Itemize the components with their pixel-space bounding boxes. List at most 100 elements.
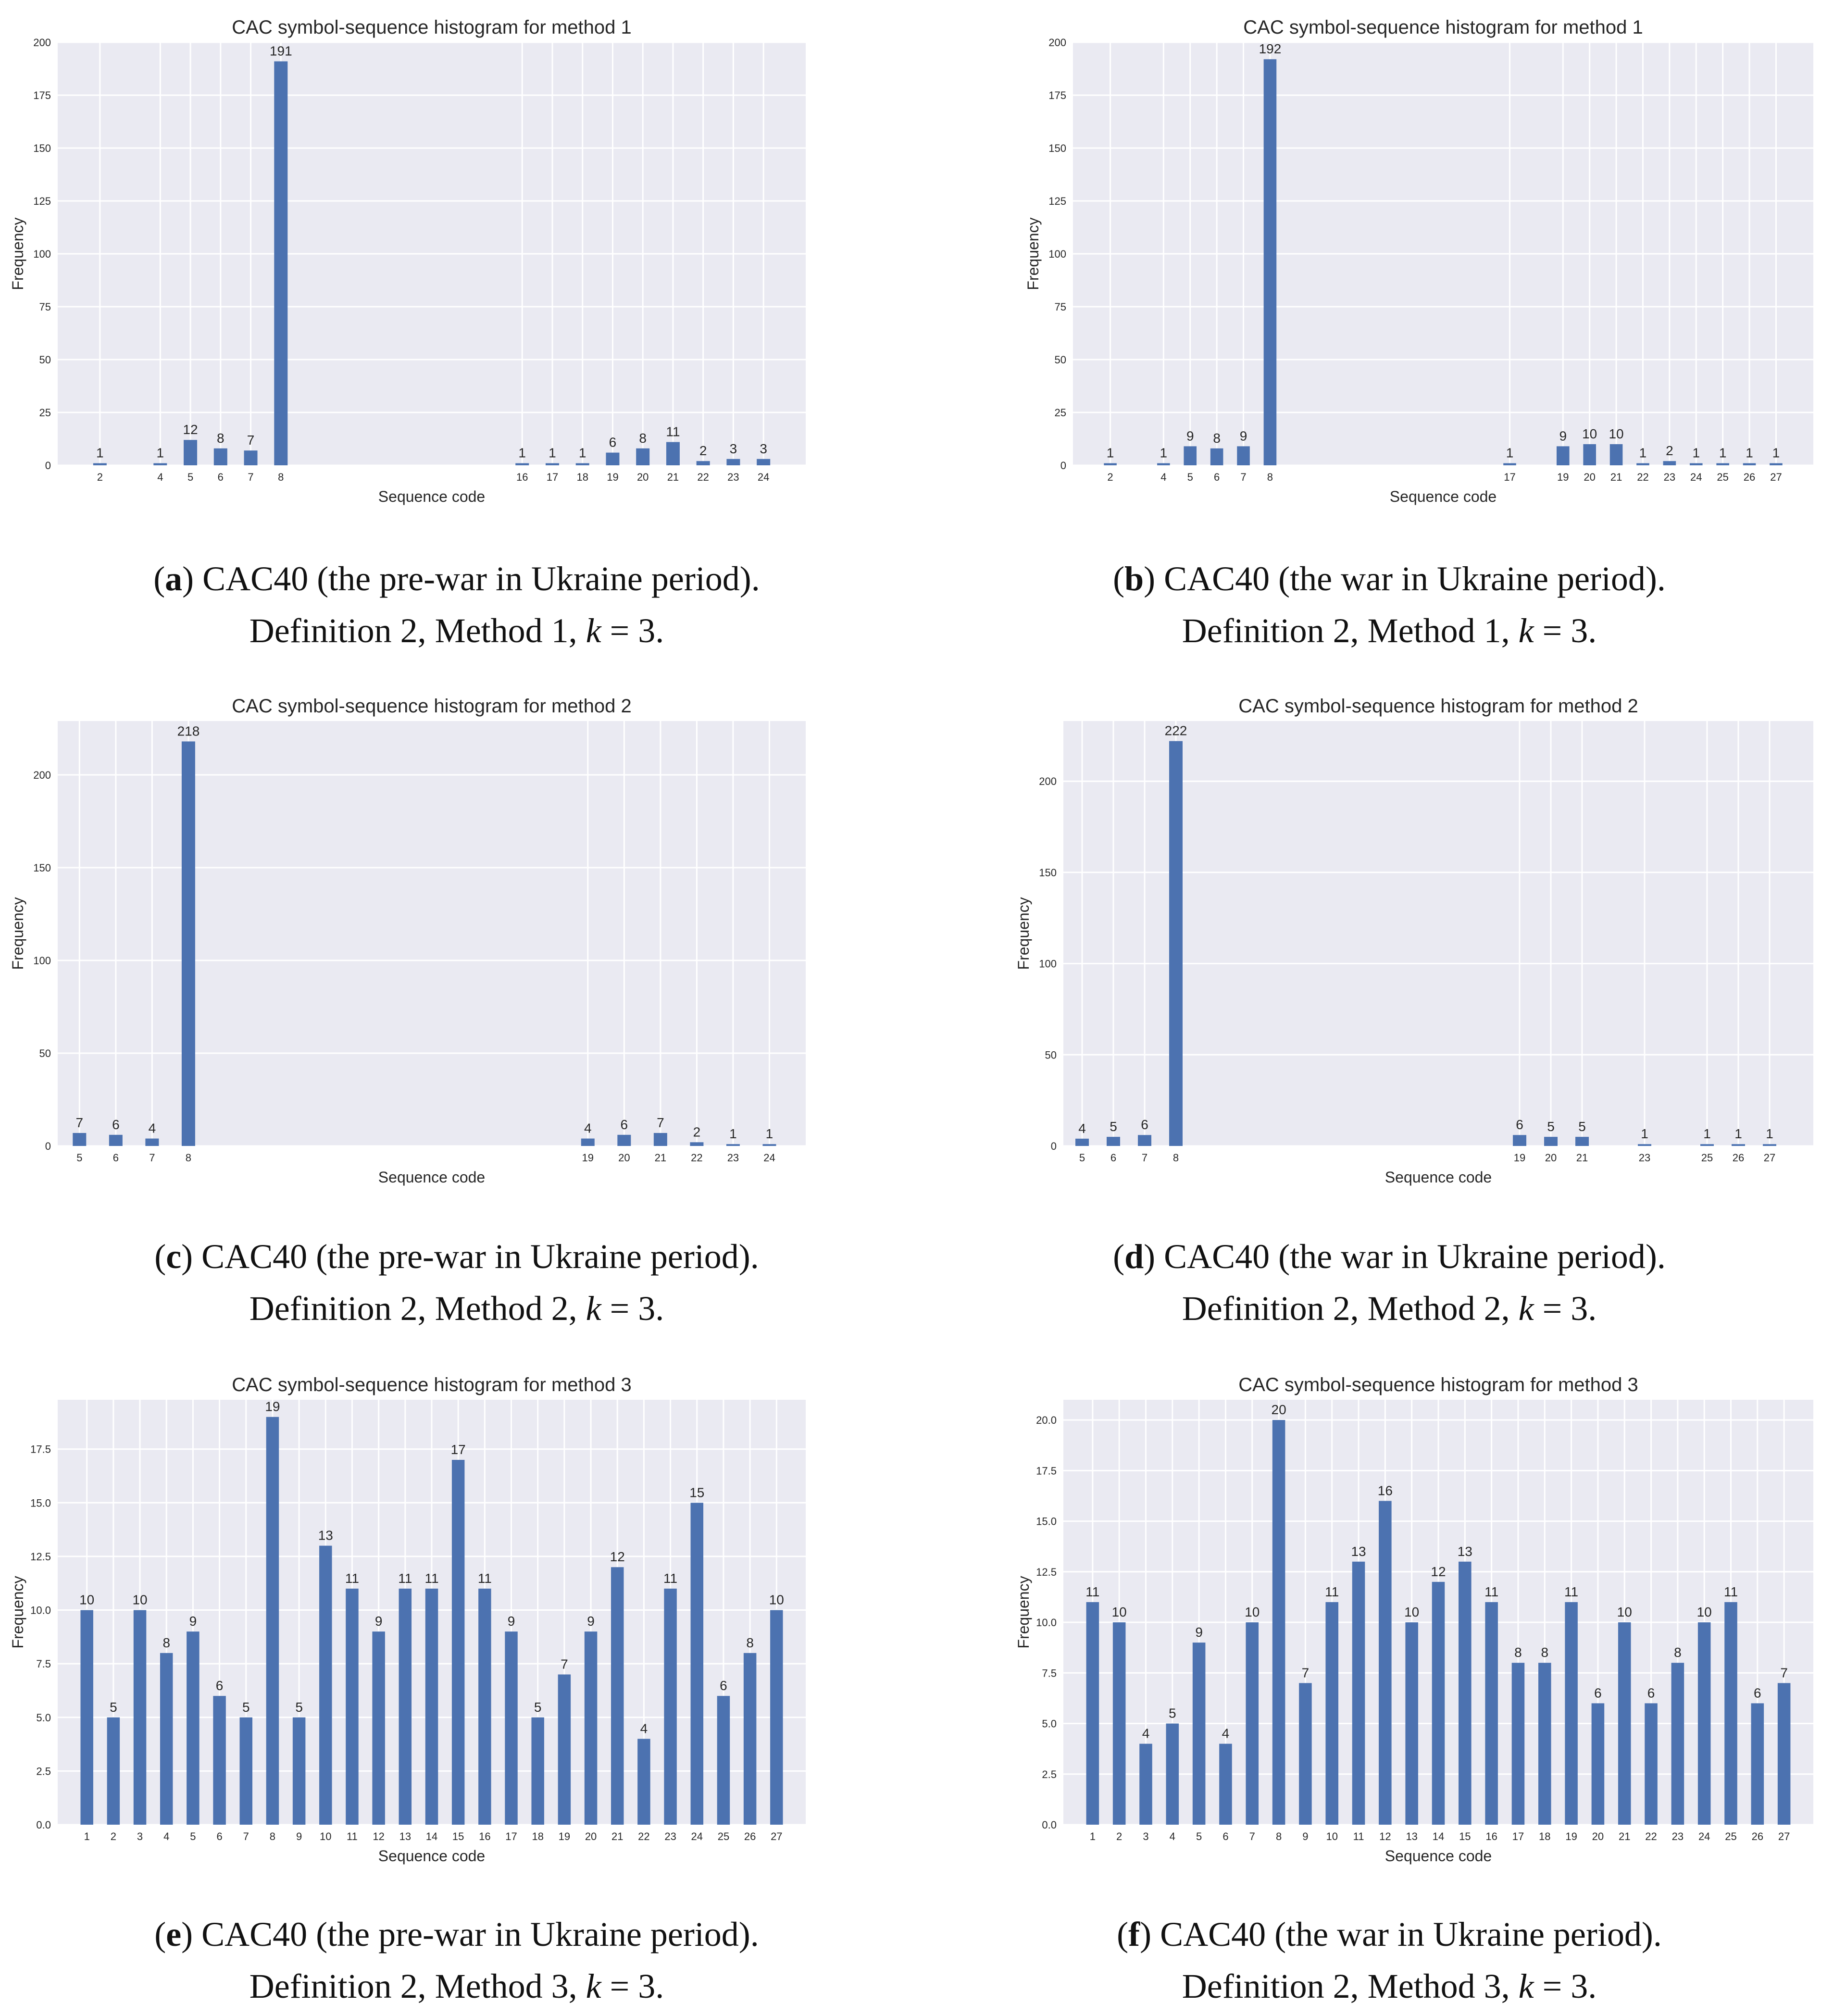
chart-b-data-label: 1 xyxy=(1506,446,1514,460)
caption-e-line1: (e) CAC40 (the pre-war in Ukraine period… xyxy=(154,1915,759,1954)
chart-a-x-tick-label: 17 xyxy=(547,471,558,483)
chart-f-x-tick-label: 27 xyxy=(1778,1830,1790,1842)
chart-e-y-tick-label: 12.5 xyxy=(30,1551,51,1563)
chart-c-data-label: 2 xyxy=(693,1124,701,1139)
chart-b-x-tick-label: 5 xyxy=(1187,471,1193,483)
chart-f-data-label: 8 xyxy=(1674,1645,1682,1660)
chart-f-bar xyxy=(1538,1663,1551,1825)
chart-c-x-axis-label: Sequence code xyxy=(378,1169,485,1186)
chart-c-bar xyxy=(581,1138,595,1146)
chart-e-bar xyxy=(372,1631,385,1825)
chart-a-y-tick-label: 25 xyxy=(39,407,51,419)
chart-a-bar xyxy=(515,463,529,465)
chart-c-data-label: 4 xyxy=(149,1121,156,1136)
chart-e-x-tick-label: 5 xyxy=(190,1830,196,1842)
chart-e-y-axis-label: Frequency xyxy=(9,1576,26,1648)
chart-b-title: CAC symbol-sequence histogram for method… xyxy=(1243,17,1643,38)
chart-b-x-tick-label: 21 xyxy=(1610,471,1622,483)
chart-f-x-tick-label: 6 xyxy=(1222,1830,1228,1842)
chart-e-bar xyxy=(531,1717,544,1825)
caption-f-line2: Definition 2, Method 3, k = 3. xyxy=(1182,1967,1597,2005)
chart-f-bar xyxy=(1645,1703,1658,1825)
chart-e-bar xyxy=(425,1588,438,1825)
chart-f-data-label: 7 xyxy=(1302,1665,1310,1680)
chart-e-data-label: 9 xyxy=(508,1614,515,1629)
chart-d-data-label: 1 xyxy=(1734,1126,1742,1141)
chart-c-plot-area xyxy=(58,721,806,1146)
chart-f-data-label: 11 xyxy=(1325,1584,1339,1599)
chart-e-x-tick-label: 2 xyxy=(111,1830,116,1842)
chart-d-bar xyxy=(1513,1135,1526,1146)
chart-b-y-tick-label: 100 xyxy=(1048,248,1066,260)
caption-d-line2: Definition 2, Method 2, k = 3. xyxy=(1182,1289,1597,1328)
chart-c-y-tick-label: 200 xyxy=(33,769,51,781)
chart-d-x-tick-label: 6 xyxy=(1110,1152,1116,1164)
chart-e-bar xyxy=(160,1653,173,1825)
chart-b-bar xyxy=(1263,59,1277,465)
chart-a-bar xyxy=(696,461,710,465)
chart-e-x-tick-label: 8 xyxy=(270,1830,275,1842)
chart-a-data-label: 11 xyxy=(666,424,680,439)
chart-d-data-label: 1 xyxy=(1641,1126,1648,1141)
chart-a-x-tick-label: 23 xyxy=(727,471,739,483)
chart-f-x-tick-label: 18 xyxy=(1539,1830,1550,1842)
chart-b-x-tick-label: 4 xyxy=(1160,471,1166,483)
chart-e-data-label: 6 xyxy=(720,1678,727,1693)
chart-e-x-tick-label: 18 xyxy=(532,1830,543,1842)
chart-d-x-tick-label: 27 xyxy=(1764,1152,1775,1164)
chart-e-x-tick-label: 27 xyxy=(771,1830,782,1842)
chart-f-x-tick-label: 7 xyxy=(1249,1830,1255,1842)
chart-a-x-tick-label: 22 xyxy=(697,471,709,483)
chart-d-data-label: 222 xyxy=(1165,723,1187,738)
chart-f-data-label: 5 xyxy=(1169,1706,1176,1721)
chart-f-x-tick-label: 16 xyxy=(1485,1830,1497,1842)
chart-e-data-label: 9 xyxy=(587,1614,595,1629)
chart-e-data-label: 5 xyxy=(295,1700,303,1715)
chart-d-x-tick-label: 20 xyxy=(1545,1152,1557,1164)
chart-b-x-tick-label: 19 xyxy=(1557,471,1569,483)
chart-f-data-label: 10 xyxy=(1697,1605,1712,1619)
chart-c-bar xyxy=(726,1144,740,1146)
chart-f-x-tick-label: 17 xyxy=(1512,1830,1524,1842)
chart-b-y-axis-label: Frequency xyxy=(1024,217,1042,290)
chart-c-x-tick-label: 21 xyxy=(655,1152,666,1164)
chart-e-x-tick-label: 26 xyxy=(744,1830,756,1842)
chart-a: 0255075100125150175200214151268778191161… xyxy=(9,17,806,505)
chart-a-data-label: 2 xyxy=(699,443,707,458)
chart-f-bar xyxy=(1379,1501,1392,1825)
chart-e-data-label: 10 xyxy=(769,1593,784,1607)
chart-f-bar xyxy=(1485,1602,1498,1825)
chart-a-bar xyxy=(213,448,227,465)
chart-e: 0.02.55.07.510.012.515.017.5110253104859… xyxy=(9,1374,806,1865)
chart-a-data-label: 8 xyxy=(217,431,225,446)
chart-c-bar xyxy=(762,1144,776,1146)
caption-a: (a) CAC40 (the pre-war in Ukraine period… xyxy=(0,553,913,657)
chart-f-bar xyxy=(1086,1602,1099,1825)
chart-e-y-tick-label: 10.0 xyxy=(30,1605,51,1617)
chart-a-x-tick-label: 4 xyxy=(157,471,163,483)
chart-a-y-tick-label: 200 xyxy=(33,37,51,49)
chart-e-data-label: 17 xyxy=(451,1442,466,1457)
chart-b-bar xyxy=(1770,463,1783,465)
chart-e-bar xyxy=(584,1631,598,1825)
chart-c-bar xyxy=(73,1132,87,1146)
chart-c-data-label: 1 xyxy=(766,1126,773,1141)
chart-b-bar xyxy=(1104,463,1117,465)
chart-f-y-tick-label: 0.0 xyxy=(1042,1819,1057,1831)
chart-f-data-label: 16 xyxy=(1378,1483,1393,1498)
chart-d-y-tick-label: 150 xyxy=(1039,867,1057,879)
chart-e-data-label: 8 xyxy=(746,1635,754,1650)
chart-f-bar xyxy=(1459,1561,1472,1825)
chart-f-data-label: 8 xyxy=(1541,1645,1548,1660)
chart-e-data-label: 9 xyxy=(375,1614,383,1629)
chart-e-x-tick-label: 1 xyxy=(84,1830,90,1842)
chart-e-bar xyxy=(664,1588,677,1825)
chart-f-x-tick-label: 13 xyxy=(1406,1830,1417,1842)
chart-d-bar xyxy=(1169,741,1183,1146)
caption-a-line2: Definition 2, Method 1, k = 3. xyxy=(249,611,664,650)
chart-d-y-tick-label: 100 xyxy=(1039,958,1057,970)
chart-e-bar xyxy=(187,1631,200,1825)
chart-d: 0 50 100 150 200 5 4 6 5 7 6 8 222 19 6 20 5 21 5 23 1 25 1 26 1… xyxy=(1015,696,1813,1186)
chart-b-x-tick-label: 17 xyxy=(1504,471,1515,483)
chart-f-y-tick-label: 17.5 xyxy=(1036,1465,1057,1477)
